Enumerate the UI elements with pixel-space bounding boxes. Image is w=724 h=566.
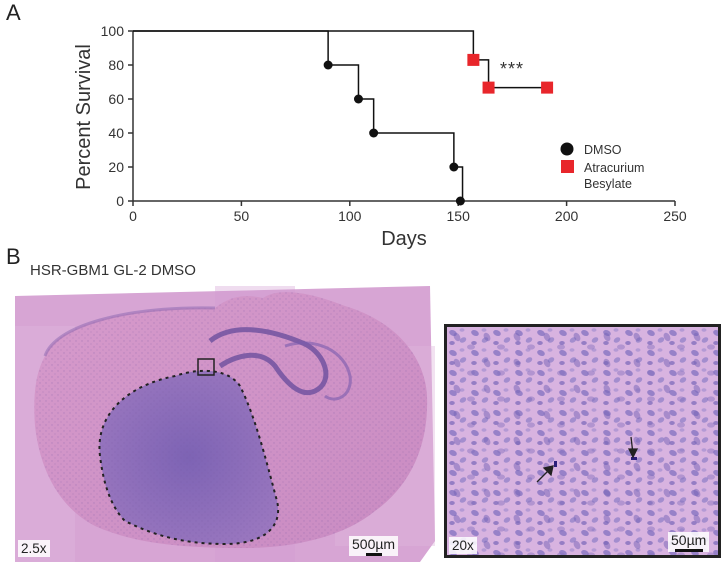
histology-inset-frame — [444, 324, 721, 558]
data-point-dmso — [353, 94, 363, 104]
x-tick-label: 200 — [555, 208, 579, 224]
data-point-atracurium — [467, 53, 480, 66]
data-point-dmso — [369, 128, 379, 138]
y-tick-label: 40 — [108, 125, 124, 141]
tumor-outline — [98, 369, 280, 546]
x-tick-label: 100 — [338, 208, 362, 224]
chart-series — [133, 30, 554, 206]
histology-section-large — [15, 286, 435, 562]
y-tick-label: 20 — [108, 159, 124, 175]
panel-b-title: HSR-GBM1 GL-2 DMSO — [30, 262, 196, 279]
x-axis-title: Days — [381, 228, 427, 250]
series-line-dmso — [133, 30, 464, 201]
inset-scale-bar-line — [674, 549, 703, 552]
inset-region-box — [197, 358, 215, 376]
legend-marker-atracurium — [561, 160, 574, 173]
inset-scale-bar: 50µm — [668, 532, 710, 552]
y-tick-label: 0 — [116, 193, 124, 209]
significance-label: *** — [500, 59, 524, 79]
large-scale-bar-line — [365, 553, 382, 556]
histology-section-inset — [447, 327, 718, 555]
y-tick-label: 60 — [108, 91, 124, 107]
large-scale-bar-label: 500µm — [352, 536, 396, 552]
x-tick-label: 250 — [663, 208, 687, 224]
legend-label-atracurium: Atracurium — [584, 161, 644, 175]
data-point-dmso — [449, 162, 459, 172]
survival-chart: 0 50 100 150 200 250 0 20 40 60 80 100 DMSO Atracuri… — [73, 23, 687, 250]
series-line-atracurium — [133, 30, 548, 89]
x-tick-label: 0 — [129, 208, 137, 224]
large-magnification-label: 2.5x — [18, 540, 50, 557]
x-tick-label: 150 — [447, 208, 471, 224]
data-point-atracurium — [482, 81, 495, 94]
mitotic-figure — [554, 461, 557, 467]
hippocampus — [208, 327, 329, 396]
arrow-icon — [536, 465, 554, 483]
y-tick-label: 100 — [101, 23, 125, 39]
x-tick-label: 50 — [234, 208, 250, 224]
chart-legend: DMSO Atracurium Besylate — [560, 142, 644, 191]
y-axis-title: Percent Survival — [73, 44, 95, 190]
legend-marker-dmso — [560, 142, 574, 156]
legend-label-atracurium: Besylate — [584, 177, 632, 191]
data-point-dmso — [455, 196, 465, 206]
mitotic-figure — [631, 457, 637, 460]
data-point-atracurium — [541, 81, 554, 94]
arrow-icon — [627, 436, 639, 459]
panel-b-letter: B — [6, 244, 21, 269]
inset-scale-bar-label: 50µm — [671, 532, 707, 548]
large-scale-bar: 500µm — [349, 536, 399, 556]
chart-axes: 0 50 100 150 200 250 0 20 40 60 80 100 — [101, 23, 687, 224]
inset-magnification-label: 20x — [449, 537, 477, 554]
data-point-dmso — [323, 60, 333, 70]
panel-a-letter: A — [6, 0, 21, 25]
y-tick-label: 80 — [108, 57, 124, 73]
legend-label-dmso: DMSO — [584, 143, 622, 157]
